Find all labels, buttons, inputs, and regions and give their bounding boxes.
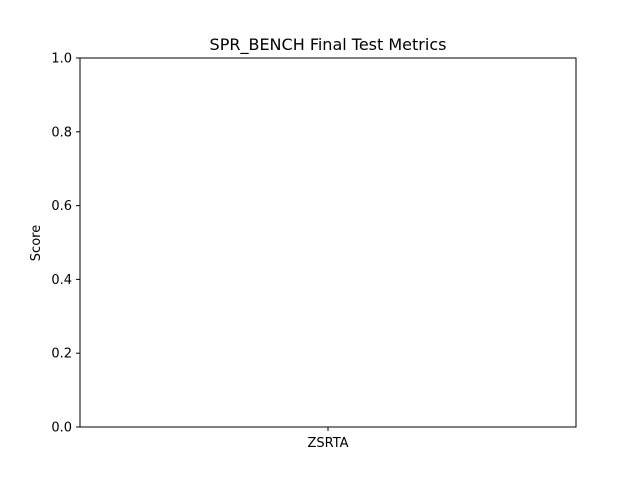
y-tick-label: 1.0 <box>51 52 72 67</box>
chart-title: SPR_BENCH Final Test Metrics <box>210 35 447 55</box>
y-tick-label: 0.0 <box>51 421 72 436</box>
y-tick-label: 0.4 <box>51 273 72 288</box>
x-axis-ticks: ZSRTA <box>307 427 349 451</box>
y-tick-label: 0.6 <box>51 199 72 214</box>
y-axis-ticks: 0.0 0.2 0.4 0.6 0.8 1.0 <box>51 52 80 436</box>
y-tick-label: 0.2 <box>51 347 72 362</box>
y-axis-label: Score <box>29 225 44 261</box>
x-tick-label: ZSRTA <box>307 436 348 451</box>
y-tick-label: 0.8 <box>51 125 72 140</box>
plot-frame <box>79 57 577 428</box>
